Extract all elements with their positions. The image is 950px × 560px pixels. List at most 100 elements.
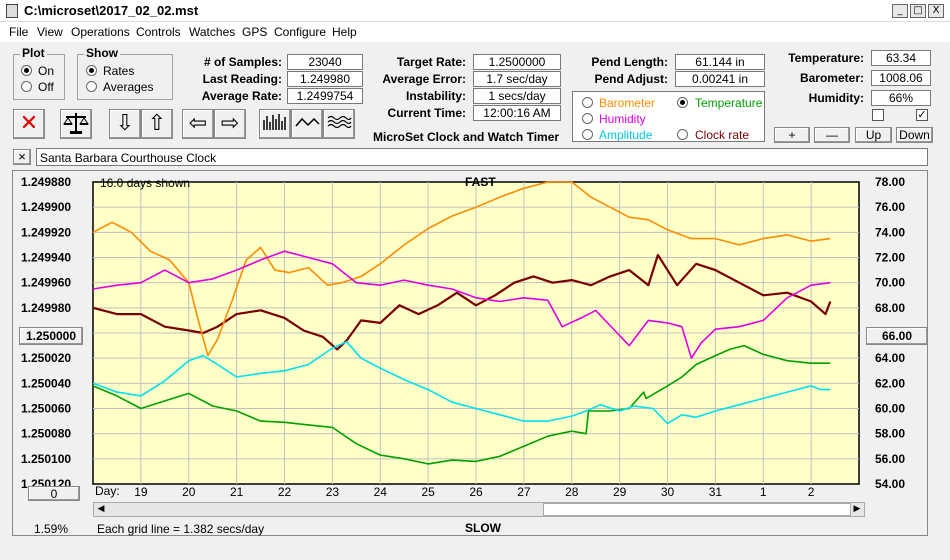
x-tick-label: 25 [421,485,435,499]
x-tick-label: 26 [469,485,483,499]
show-rates-label: Rates [103,64,135,78]
left-tick-label: 1.249880 [21,175,71,189]
plot-off-radio[interactable] [21,81,32,92]
average-error-field: 1.7 sec/day [473,71,561,87]
center-temp-button[interactable]: 66.00 [866,327,928,345]
right-tick-label: 56.00 [875,452,905,466]
humidity-field: 66% [871,90,931,106]
x-tick-label: 30 [661,485,675,499]
last-reading-field: 1.249980 [287,71,363,87]
maximize-button[interactable]: □ [910,4,926,18]
checkbox-left[interactable] [872,109,884,121]
humidity-radio[interactable] [582,113,593,124]
right-tick-label: 72.00 [875,251,905,265]
current-time-label: Current Time: [387,106,466,120]
scroll-left-icon[interactable]: ◀ [97,504,105,514]
minimize-button[interactable]: _ [892,4,908,18]
pend-length-field: 61.144 in [675,54,765,70]
minus-button[interactable]: — [814,127,850,143]
clear-name-button[interactable]: × [13,149,31,165]
arrow-right-icon[interactable]: ⇨ [214,109,246,139]
stop-icon[interactable]: ✕ [13,109,45,139]
show-group [77,54,173,100]
series-line-rate [92,253,832,351]
right-tick-label: 54.00 [875,477,905,491]
arrow-left-icon[interactable]: ⇦ [182,109,214,139]
clock-name-field[interactable]: Santa Barbara Courthouse Clock [36,148,928,166]
x-tick-label: 23 [326,485,340,499]
series-line-humidity [92,250,831,359]
x-tick-label: 1 [760,485,767,499]
temperature-radio[interactable] [677,97,688,108]
checkbox-right[interactable]: ✓ [916,109,928,121]
barometer-radio[interactable] [582,97,593,108]
rate-chart: 1.249880 78.00 1.249900 76.00 1.249920 74.00 1… [21,175,905,499]
fast-label: FAST [465,175,496,189]
right-tick-label: 68.00 [875,301,905,315]
amplitude-radio[interactable] [582,129,593,140]
bar-chart-icon[interactable] [259,109,291,139]
left-tick-label: 1.249920 [21,225,71,239]
average-rate-field: 1.2499754 [287,88,363,104]
humidity-option: Humidity [599,112,646,126]
left-tick-label: 1.249980 [21,301,71,315]
arrow-up-icon[interactable]: ⇧ [141,109,173,139]
window-title: C:\microset\2017_02_02.mst [24,3,199,18]
menu-operations[interactable]: Operations [71,25,130,39]
balance-scale-icon[interactable] [60,109,92,139]
menu-watches[interactable]: Watches [189,25,236,39]
menu-view[interactable]: View [37,25,63,39]
average-error-label: Average Error: [382,72,466,86]
target-rate-label: Target Rate: [396,55,466,69]
samples-label: # of Samples: [203,55,282,69]
pend-length-label: Pend Length: [591,55,668,69]
close-button[interactable]: X [928,4,944,18]
menu-configure[interactable]: Configure [274,25,327,39]
line-chart-icon[interactable] [291,109,323,139]
plot-on-radio[interactable] [21,65,32,76]
app-name-label: MicroSet Clock and Watch Timer [373,130,560,144]
scrollbar-thumb[interactable] [543,503,851,516]
show-group-label: Show [84,46,120,60]
plus-button[interactable]: + [774,127,810,143]
series-line-temperature [92,344,831,465]
wave-icon[interactable] [323,109,355,139]
up-button[interactable]: Up [855,127,892,143]
menu-file[interactable]: File [9,25,29,39]
right-tick-label: 74.00 [875,225,905,239]
x-tick-label: 29 [613,485,627,499]
menu-gps[interactable]: GPS [242,25,268,39]
amplitude-option: Amplitude [599,128,653,142]
menu-help[interactable]: Help [332,25,357,39]
show-averages-label: Averages [103,80,154,94]
instability-field: 1 secs/day [473,88,561,104]
target-rate-field[interactable]: 1.2500000 [473,54,561,70]
x-tick-label: 28 [565,485,579,499]
current-time-field: 12:00:16 AM [473,105,561,121]
down-button[interactable]: Down [896,127,933,143]
show-rates-radio[interactable] [86,65,97,76]
samples-field: 23040 [287,54,363,70]
offset-button[interactable]: 0 [28,486,80,501]
scroll-right-icon[interactable]: ▶ [853,504,861,514]
slow-label: SLOW [465,521,501,535]
grid-note-label: Each grid line = 1.382 secs/day [97,522,265,536]
app-icon [6,4,18,18]
instability-label: Instability: [405,89,466,103]
barometer-label: Barometer: [799,71,864,85]
clock-rate-radio[interactable] [677,129,688,140]
center-rate-button[interactable]: 1.250000 [19,327,83,345]
x-tick-label: 19 [134,485,148,499]
plot-on-label: On [38,64,55,78]
x-tick-label: 20 [182,485,196,499]
left-tick-label: 1.250060 [21,402,71,416]
x-tick-label: 21 [230,485,244,499]
right-tick-label: 78.00 [875,175,905,189]
show-averages-radio[interactable] [86,81,97,92]
temperature-field: 63.34 [871,50,931,66]
left-tick-label: 1.249900 [21,200,71,214]
plot-off-label: Off [38,80,54,94]
menu-controls[interactable]: Controls [136,25,181,39]
arrow-down-icon[interactable]: ⇩ [109,109,141,139]
left-tick-label: 1.250080 [21,427,71,441]
